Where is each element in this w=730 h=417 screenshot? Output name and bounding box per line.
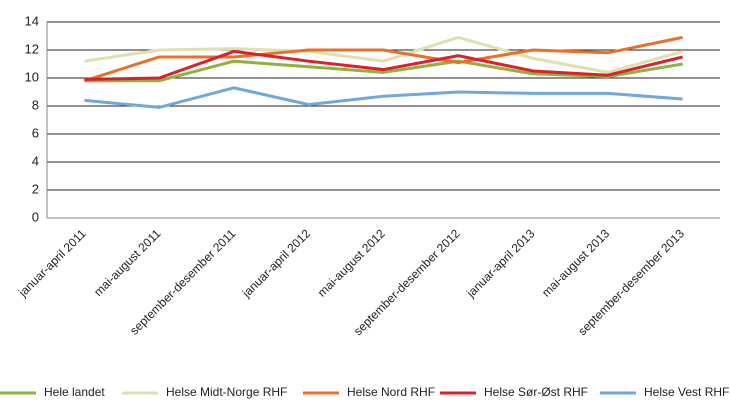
x-tick-label: januar-april 2012 — [239, 226, 314, 301]
series-line — [83, 35, 683, 83]
y-tick-label: 10 — [25, 69, 39, 84]
x-tick-label: mai-august 2013 — [539, 226, 612, 299]
legend-label: Helse Midt-Norge RHF — [166, 385, 287, 399]
y-tick-label: 14 — [25, 13, 39, 28]
y-tick-label: 6 — [32, 125, 39, 140]
legend-label: Helse Vest RHF — [644, 385, 729, 399]
y-tick-label: 0 — [32, 209, 39, 224]
x-tick-label: mai-august 2012 — [315, 226, 388, 299]
x-tick-label: mai-august 2011 — [91, 226, 164, 299]
series-line — [84, 35, 684, 74]
x-tick-label: januar-april 2013 — [463, 226, 538, 301]
y-tick-label: 4 — [32, 153, 39, 168]
y-tick-label: 8 — [32, 97, 39, 112]
series-line — [84, 86, 683, 109]
legend-label: Helse Nord RHF — [347, 385, 435, 399]
legend-label: Hele landet — [44, 385, 105, 399]
y-tick-label: 2 — [32, 181, 39, 196]
x-tick-label: januar-april 2011 — [15, 226, 89, 300]
series-line — [84, 49, 683, 81]
y-tick-label: 12 — [25, 41, 39, 56]
series-line — [84, 59, 683, 83]
legend-label: Helse Sør-Øst RHF — [484, 385, 588, 399]
